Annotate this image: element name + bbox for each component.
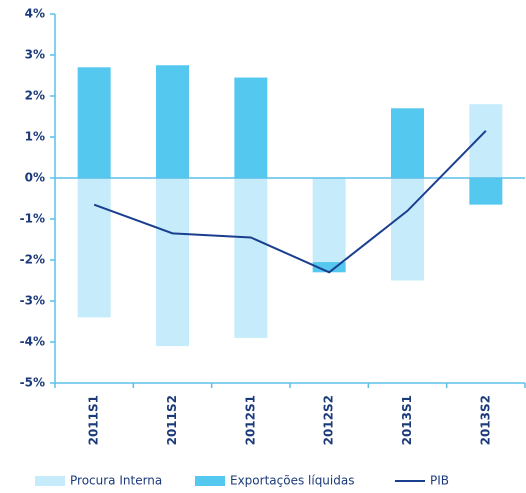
bar [234, 178, 268, 338]
x-tick-label: 2012S1 [243, 395, 257, 445]
y-tick-label: 0% [25, 171, 45, 185]
bar [312, 262, 346, 273]
y-tick-label: 4% [25, 7, 45, 21]
y-tick-label: 1% [25, 130, 45, 144]
bar [234, 77, 268, 178]
y-tick-label: -1% [20, 212, 45, 226]
bar [391, 178, 424, 281]
bar [469, 104, 503, 178]
y-tick-label: -3% [20, 294, 45, 308]
bar [312, 178, 346, 263]
legend-label: Exportações líquidas [230, 474, 354, 488]
bar [156, 178, 189, 347]
bar [391, 108, 424, 178]
legend-label: PIB [430, 474, 449, 488]
bar [77, 178, 111, 318]
y-tick-label: 2% [25, 89, 45, 103]
y-tick-label: -4% [20, 335, 45, 349]
bar [77, 67, 111, 178]
x-tick-label: 2011S2 [165, 395, 179, 445]
y-tick-label: -2% [20, 253, 45, 267]
y-tick-label: 3% [25, 48, 45, 62]
x-tick-label: 2011S1 [87, 395, 101, 445]
x-tick-label: 2013S2 [478, 395, 492, 445]
x-tick-label: 2013S1 [400, 395, 414, 445]
line [93, 130, 487, 274]
bar [156, 65, 189, 178]
y-tick-label: -5% [20, 376, 45, 390]
legend-swatch [195, 476, 225, 486]
x-tick-label: 2012S2 [322, 395, 336, 445]
legend-swatch [35, 476, 65, 486]
bar [469, 178, 503, 205]
legend-label: Procura Interna [70, 474, 162, 488]
